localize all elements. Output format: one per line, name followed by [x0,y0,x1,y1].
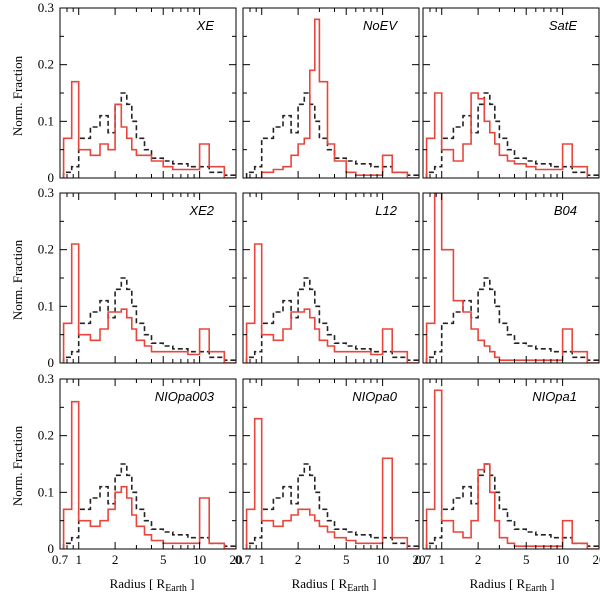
model-series-line [245,243,419,363]
panel-label: B04 [554,203,577,218]
model-series-line [62,80,236,178]
panel-sate: SatE [422,7,600,179]
panel-noev: NoEV [242,7,420,179]
y-tick-label: 0 [48,541,55,556]
panel-label: NIOpa003 [155,389,215,404]
x-tick-label: 0.7 [52,552,69,567]
labels-layer: Radius [ REarth ] Radius [ REarth ] Radi… [10,55,554,594]
panel-label: XE2 [188,203,214,218]
panel-plot-area [245,18,419,178]
x-tick-label: 20 [230,552,243,567]
x-tick-label: 0.7 [415,552,432,567]
observed-series-line [425,277,599,363]
model-series-line [62,243,236,363]
y-tick-label: 0.2 [38,428,54,443]
panel-plot-area [62,400,236,549]
panel-label: XE [196,18,215,33]
y-axis-title-top: Norm. Fraction [10,55,25,136]
x-tick-label: 10 [556,552,569,567]
x-tick-label: 20 [593,552,600,567]
panel-niopa1: 0.7 1 2 5 10 20 NIOpa1 [415,378,600,567]
observed-series-line [62,92,236,178]
panel-label: L12 [375,203,397,218]
panel-label: SatE [549,18,578,33]
panel-xe2: 0 0.1 0.2 0.3 XE2 [38,185,237,370]
observed-series-line [425,463,599,549]
panel-plot-area [245,243,419,363]
model-series-line [425,193,599,363]
x-tick-label: 2 [112,552,119,567]
panel-l12: L12 [242,192,420,364]
panel-label: NoEV [363,18,398,33]
panel-plot-area [425,92,599,178]
x-tick-label: 2 [295,552,302,567]
model-series-line [425,389,599,549]
y-tick-label: 0 [48,170,55,185]
observed-series-line [245,463,419,549]
panel-plot-area [62,243,236,363]
x-tick-label: 10 [193,552,206,567]
x-tick-label: 20 [413,552,426,567]
x-tick-label: 5 [343,552,350,567]
x-axis-title-middle: Radius [ REarth ] [292,576,377,594]
panel-niopa0: 0.7 1 2 5 10 20 NIOpa0 [235,378,426,567]
model-series-line [245,417,419,549]
observed-series-line [62,463,236,549]
x-tick-label: 1 [258,552,265,567]
panel-plot-area [62,80,236,178]
panel-xe: 0 0.1 0.2 0.3 XE [38,0,237,185]
y-tick-label: 0.2 [38,242,54,257]
panel-label: NIOpa1 [532,389,577,404]
observed-series-line [62,277,236,363]
x-tick-label: 0.7 [235,552,252,567]
panel-plot-area [425,389,599,549]
y-tick-label: 0.3 [38,0,54,15]
y-axis-title-bottom: Norm. Fraction [10,425,25,506]
x-tick-label: 5 [523,552,530,567]
observed-series-line [425,92,599,178]
observed-series-line [245,92,419,178]
panel-b04: B04 [422,192,600,364]
y-tick-label: 0.1 [38,113,54,128]
x-tick-label: 2 [475,552,482,567]
y-tick-label: 0.3 [38,185,54,200]
y-axis-title-middle: Norm. Fraction [10,239,25,320]
panel-frame [242,7,420,179]
x-tick-label: 1 [438,552,445,567]
y-tick-label: 0.3 [38,371,54,386]
x-tick-label: 5 [160,552,167,567]
x-axis-title-left: Radius [ REarth ] [110,576,195,594]
panel-plot-area [425,193,599,363]
x-axis-title-right: Radius [ REarth ] [470,576,555,594]
model-series-line [246,18,419,178]
observed-series-line [245,277,419,363]
y-tick-label: 0.1 [38,298,54,313]
y-tick-label: 0 [48,355,55,370]
y-tick-label: 0.1 [38,484,54,499]
y-tick-label: 0.2 [38,57,54,72]
x-tick-label: 10 [376,552,389,567]
x-tick-label: 1 [75,552,82,567]
panel-niopa003: 0 0.1 0.2 0.3 0.7 1 2 5 10 20 NIOpa003 [38,371,243,567]
panel-label: NIOpa0 [352,389,398,404]
model-series-line [62,400,236,549]
panel-plot-area [245,417,419,549]
panels-layer: 0 0.1 0.2 0.3 XE NoEV SatE 0 0.1 0.2 0.3 XE2 L12 B04 0… [38,0,600,567]
model-series-line [425,92,599,178]
